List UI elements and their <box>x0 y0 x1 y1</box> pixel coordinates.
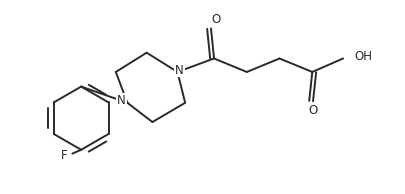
Text: O: O <box>309 104 318 117</box>
Text: N: N <box>175 63 184 77</box>
Text: OH: OH <box>355 50 373 63</box>
Text: F: F <box>61 149 68 162</box>
Text: O: O <box>211 13 220 26</box>
Text: N: N <box>117 94 126 107</box>
